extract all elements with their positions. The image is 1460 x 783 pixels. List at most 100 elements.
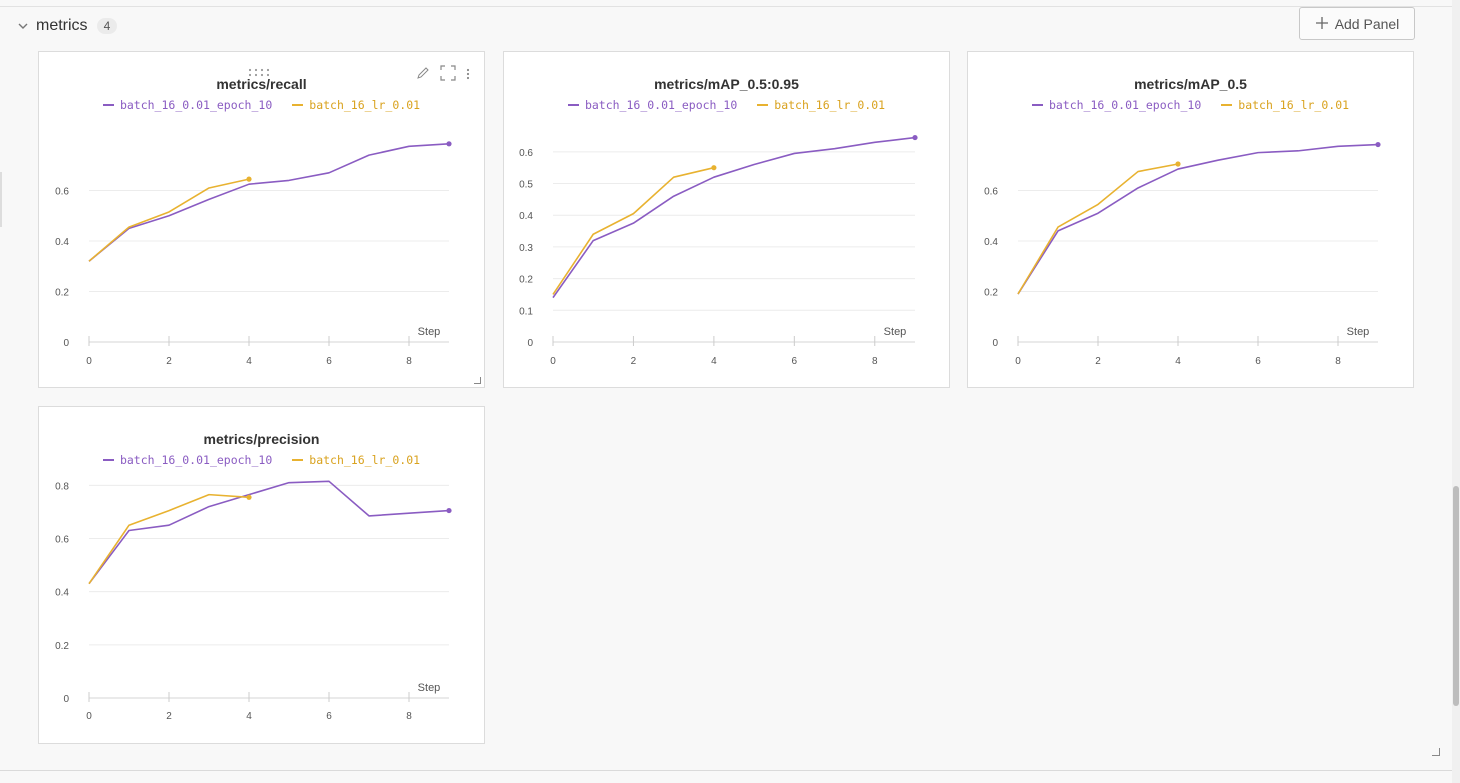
x-axis-label: Step	[884, 326, 907, 338]
legend-swatch	[757, 104, 769, 106]
chart-panel-precision[interactable]: metrics/precision batch_16_0.01_epoch_10…	[38, 406, 485, 744]
series-end-point	[1175, 161, 1181, 167]
series-line	[1017, 143, 1379, 295]
section-title: metrics	[36, 17, 88, 34]
y-tick-label: 0.8	[55, 481, 69, 492]
y-tick-label: 0.4	[55, 237, 69, 248]
y-tick-label: 0	[992, 338, 998, 349]
pencil-icon[interactable]	[416, 66, 430, 85]
series-end-point	[711, 165, 717, 171]
scrollbar-thumb[interactable]	[1453, 486, 1459, 706]
section-header[interactable]: metrics 4	[16, 12, 118, 40]
x-axis-label: Step	[418, 326, 441, 338]
chart-legend: batch_16_0.01_epoch_10 batch_16_lr_0.01	[39, 98, 484, 112]
panel-count-badge: 4	[96, 18, 118, 34]
line-chart: 0 0.2 0.4 0.6 0 2 4 6 8 Step	[55, 141, 452, 367]
x-tick-label: 6	[1255, 356, 1261, 367]
y-tick-label: 0.6	[984, 187, 998, 198]
resize-handle[interactable]	[474, 377, 481, 384]
legend-swatch	[1031, 104, 1043, 106]
y-tick-label: 0	[527, 338, 533, 349]
legend-item[interactable]: batch_16_0.01_epoch_10	[1031, 98, 1202, 112]
legend-label: batch_16_0.01_epoch_10	[1048, 98, 1202, 112]
legend-label: batch_16_lr_0.01	[309, 98, 421, 112]
y-tick-label: 0.6	[519, 148, 533, 159]
line-chart: 0 0.2 0.4 0.6 0 2 4 6 8 Step	[984, 141, 1381, 367]
x-tick-label: 6	[326, 711, 332, 722]
series-end-point	[246, 176, 252, 182]
series-line	[88, 142, 450, 262]
series-end-point	[1375, 141, 1381, 148]
x-tick-label: 4	[246, 356, 252, 367]
line-chart: 0 0.1 0.2 0.3 0.4 0.5 0.6 0 2 4 6 8 Step	[519, 134, 918, 367]
x-tick-label: 2	[1095, 356, 1101, 367]
series-line	[88, 480, 450, 585]
series-end-point	[912, 134, 918, 141]
panel-title: metrics/recall	[216, 76, 307, 92]
legend-item[interactable]: batch_16_0.01_epoch_10	[102, 453, 273, 467]
legend-swatch	[292, 459, 304, 461]
x-axis-label: Step	[418, 682, 441, 694]
x-tick-label: 2	[631, 356, 637, 367]
x-tick-label: 2	[166, 711, 172, 722]
legend-label: batch_16_lr_0.01	[774, 98, 886, 112]
chevron-down-icon[interactable]	[16, 19, 30, 33]
legend-swatch	[102, 459, 114, 461]
drag-handle-icon[interactable]	[248, 65, 274, 83]
chart-legend: batch_16_0.01_epoch_10 batch_16_lr_0.01	[39, 453, 484, 467]
x-tick-label: 8	[406, 711, 412, 722]
y-tick-label: 0.2	[55, 288, 69, 299]
series-line	[1017, 163, 1179, 295]
chart-panel-map-0-5[interactable]: metrics/mAP_0.5 batch_16_0.01_epoch_10 b…	[967, 51, 1414, 388]
y-tick-label: 0	[63, 338, 69, 349]
legend-item[interactable]: batch_16_lr_0.01	[292, 453, 420, 467]
legend-item[interactable]: batch_16_lr_0.01	[1221, 98, 1349, 112]
chart-legend: batch_16_0.01_epoch_10 batch_16_lr_0.01	[968, 98, 1413, 112]
scrollbar-track[interactable]	[1452, 0, 1460, 783]
y-tick-label: 0.4	[55, 588, 69, 599]
panel-title: metrics/precision	[203, 431, 320, 447]
y-tick-label: 0.2	[55, 641, 69, 652]
add-panel-button[interactable]: Add Panel	[1299, 7, 1415, 40]
fullscreen-icon[interactable]	[440, 65, 456, 86]
panel-toolbar	[416, 65, 470, 86]
legend-item[interactable]: batch_16_lr_0.01	[292, 98, 420, 112]
legend-swatch	[102, 104, 114, 106]
x-axis-label: Step	[1347, 326, 1370, 338]
series-end-point	[446, 507, 452, 514]
y-tick-label: 0.1	[519, 306, 533, 317]
y-tick-label: 0	[63, 694, 69, 705]
legend-label: batch_16_0.01_epoch_10	[584, 98, 738, 112]
x-tick-label: 6	[792, 356, 798, 367]
series-line	[88, 178, 250, 262]
series-line	[552, 166, 715, 295]
panel-title: metrics/mAP_0.5	[1134, 76, 1247, 92]
x-tick-label: 0	[86, 711, 92, 722]
y-tick-label: 0.4	[519, 211, 533, 222]
legend-swatch	[567, 104, 579, 106]
y-tick-label: 0.2	[984, 288, 998, 299]
top-divider	[0, 6, 1460, 7]
chart-legend: batch_16_0.01_epoch_10 batch_16_lr_0.01	[504, 98, 949, 112]
legend-label: batch_16_0.01_epoch_10	[119, 453, 273, 467]
y-tick-label: 0.5	[519, 180, 533, 191]
kebab-menu-icon[interactable]	[466, 67, 470, 85]
x-tick-label: 2	[166, 356, 172, 367]
x-tick-label: 0	[1015, 356, 1021, 367]
section-resize-handle[interactable]	[1432, 748, 1440, 756]
bottom-divider	[0, 770, 1460, 771]
legend-item[interactable]: batch_16_0.01_epoch_10	[567, 98, 738, 112]
y-tick-label: 0.3	[519, 243, 533, 254]
chart-panel-map-0-5-0-95[interactable]: metrics/mAP_0.5:0.95 batch_16_0.01_epoch…	[503, 51, 950, 388]
x-tick-label: 8	[406, 356, 412, 367]
series-line	[88, 493, 250, 585]
legend-swatch	[1221, 104, 1233, 106]
series-end-point	[446, 141, 452, 147]
legend-item[interactable]: batch_16_0.01_epoch_10	[102, 98, 272, 112]
chart-panel-recall[interactable]: metrics/recall batch_16_0.01_epoch_10 ba…	[38, 51, 485, 388]
legend-item[interactable]: batch_16_lr_0.01	[757, 98, 885, 112]
x-tick-label: 6	[326, 356, 332, 367]
y-tick-label: 0.4	[984, 237, 998, 248]
x-tick-label: 8	[1335, 356, 1341, 367]
add-panel-label: Add Panel	[1334, 15, 1400, 32]
